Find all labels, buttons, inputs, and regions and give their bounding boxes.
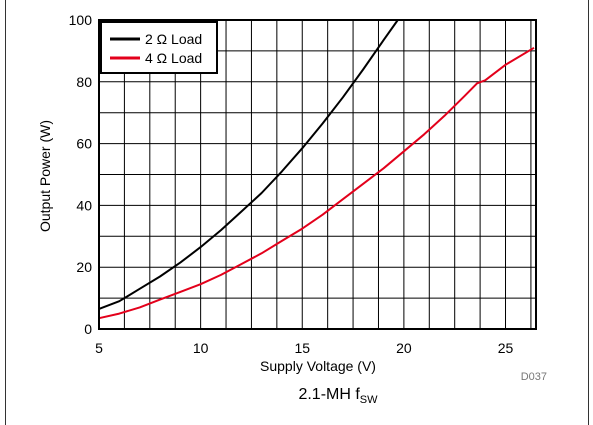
series-lines: [98, 19, 535, 320]
legend-label-4ohm: 4 Ω Load: [145, 50, 202, 66]
caption-subscript: SW: [360, 394, 378, 406]
x-tick-labels: 5 10 15 20 25: [95, 340, 513, 356]
caption-main: 2.1-MH f: [298, 386, 360, 403]
legend: 2 Ω Load 4 Ω Load: [100, 21, 218, 74]
y-axis-label: Output Power (W): [37, 120, 53, 232]
y-tick-label: 60: [76, 136, 92, 152]
x-tick-label: 20: [396, 340, 412, 356]
y-tick-labels: 0 20 40 60 80 100: [69, 12, 93, 337]
series-line-4ohm-load: [98, 46, 535, 320]
grid-lines: [99, 20, 536, 329]
x-tick-label: 5: [95, 340, 103, 356]
y-tick-label: 20: [76, 259, 92, 275]
y-tick-label: 80: [76, 74, 92, 90]
y-tick-label: 40: [76, 197, 92, 213]
x-tick-label: 10: [193, 340, 209, 356]
y-tick-label: 100: [69, 12, 93, 28]
x-tick-label: 15: [294, 340, 310, 356]
y-tick-label: 0: [84, 321, 92, 337]
figure-id: D037: [521, 371, 547, 383]
plot-area-border: [98, 19, 537, 330]
legend-box: [100, 21, 218, 74]
x-axis-label: Supply Voltage (V): [260, 358, 376, 374]
chart-caption: 2.1-MH fSW: [298, 386, 378, 406]
legend-label-2ohm: 2 Ω Load: [145, 31, 202, 47]
series-line-2ohm-load: [98, 19, 399, 310]
figure-frame: [5, 0, 589, 425]
x-tick-label: 25: [498, 340, 514, 356]
